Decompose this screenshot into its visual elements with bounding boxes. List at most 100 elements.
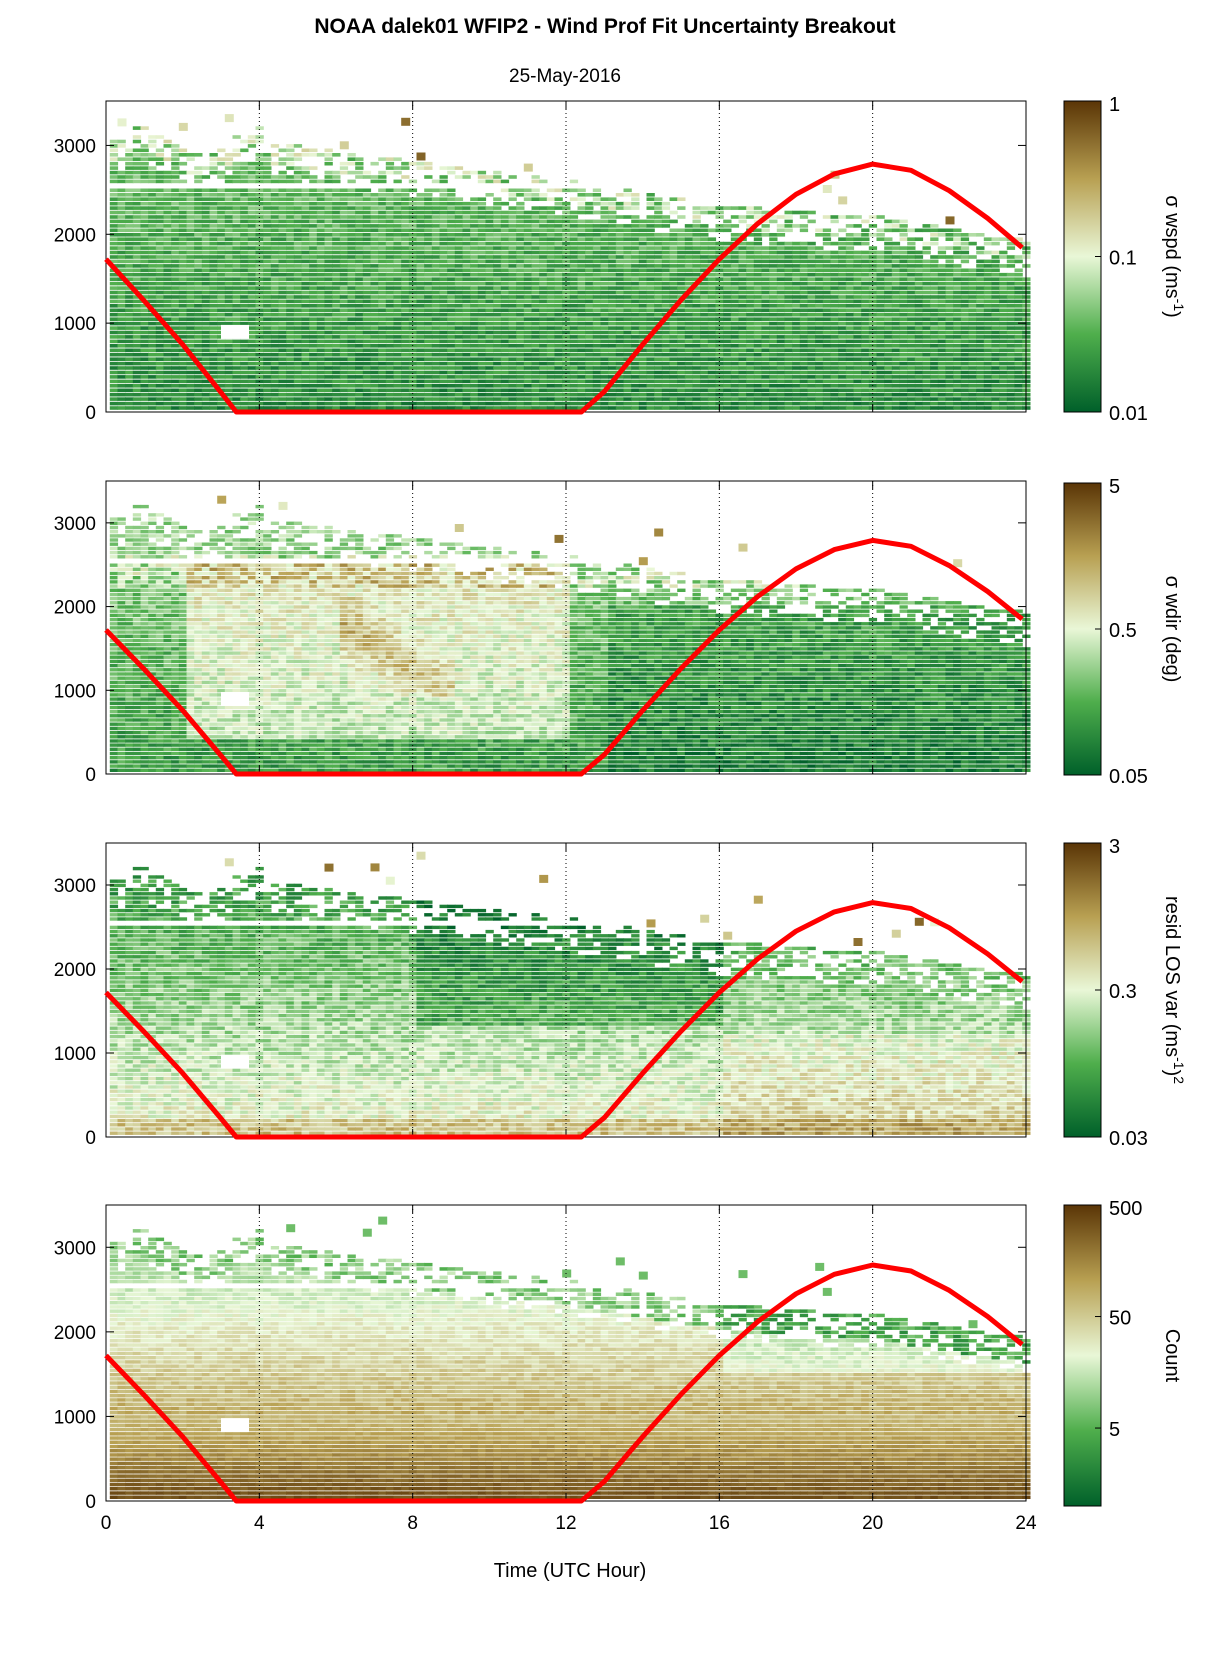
heatmap-cell (532, 380, 540, 384)
heatmap-cell (187, 309, 195, 313)
heatmap-cell (785, 317, 793, 321)
heatmap-cell (309, 233, 317, 237)
heatmap-cell (394, 273, 402, 277)
heatmap-cell (394, 220, 402, 224)
heatmap-cell (217, 233, 225, 237)
heatmap-cell (608, 233, 616, 237)
heatmap-cell (110, 215, 118, 219)
heatmap-cell (455, 406, 463, 410)
heatmap-cell (455, 313, 463, 317)
heatmap-cell (570, 322, 578, 326)
heatmap-cell (739, 322, 747, 326)
heatmap-cell (363, 211, 371, 215)
heatmap-cell (731, 251, 739, 255)
heatmap-cell (639, 242, 647, 246)
heatmap-cell (210, 402, 218, 406)
heatmap-cell (731, 322, 739, 326)
heatmap-cell (217, 277, 225, 281)
heatmap-cell (731, 349, 739, 353)
heatmap-cell (302, 313, 310, 317)
heatmap-cell (294, 260, 302, 264)
heatmap-cell (363, 295, 371, 299)
heatmap-cell (708, 246, 716, 250)
heatmap-cell (164, 264, 172, 268)
heatmap-cell (532, 397, 540, 401)
heatmap-cell (455, 326, 463, 330)
heatmap-cell (486, 193, 494, 197)
heatmap-cell (440, 166, 448, 170)
heatmap-cell (240, 344, 248, 348)
heatmap-cell (662, 371, 670, 375)
heatmap-cell (539, 273, 547, 277)
heatmap-cell (171, 260, 179, 264)
heatmap-cell (440, 340, 448, 344)
heatmap-cell (762, 304, 770, 308)
heatmap-cell (332, 175, 340, 179)
heatmap-cell (647, 193, 655, 197)
heatmap-cell (670, 331, 678, 335)
heatmap-cell (424, 300, 432, 304)
heatmap-cell (194, 229, 202, 233)
heatmap-cell (279, 202, 287, 206)
heatmap-cell (378, 300, 386, 304)
heatmap-cell (647, 277, 655, 281)
heatmap-cell (746, 362, 754, 366)
heatmap-cell (279, 304, 287, 308)
heatmap-cell (754, 393, 762, 397)
heatmap-cell (355, 300, 363, 304)
heatmap-cell (386, 357, 394, 361)
heatmap-cell (432, 362, 440, 366)
heatmap-cell (654, 291, 662, 295)
heatmap-cell (616, 335, 624, 339)
heatmap-cell (662, 215, 670, 219)
heatmap-cell (493, 211, 501, 215)
heatmap-cell (532, 282, 540, 286)
heatmap-cell (424, 162, 432, 166)
heatmap-cell (309, 313, 317, 317)
heatmap-cell (217, 149, 225, 153)
heatmap-cell (685, 357, 693, 361)
heatmap-cell (662, 224, 670, 228)
heatmap-cell (616, 389, 624, 393)
heatmap-cell (210, 260, 218, 264)
heatmap-cell (762, 317, 770, 321)
heatmap-cell (555, 246, 563, 250)
heatmap-cell (501, 384, 509, 388)
heatmap-cell (739, 277, 747, 281)
heatmap-cell (271, 180, 279, 184)
heatmap-cell (187, 402, 195, 406)
heatmap-cell (478, 300, 486, 304)
heatmap-cell (141, 264, 149, 268)
heatmap-cell (493, 362, 501, 366)
heatmap-cell (685, 353, 693, 357)
heatmap-cell (156, 193, 164, 197)
heatmap-cell (800, 229, 808, 233)
heatmap-cell (148, 335, 156, 339)
heatmap-cell (815, 309, 823, 313)
heatmap-cell (164, 344, 172, 348)
heatmap-cell (754, 366, 762, 370)
heatmap-cell (394, 393, 402, 397)
heatmap-cell (187, 171, 195, 175)
heatmap-cell (631, 384, 639, 388)
heatmap-cell (440, 357, 448, 361)
heatmap-cell (547, 260, 555, 264)
heatmap-cell (417, 233, 425, 237)
heatmap-cell (332, 193, 340, 197)
heatmap-cell (248, 140, 256, 144)
heatmap-cell (539, 402, 547, 406)
heatmap-cell (486, 313, 494, 317)
heatmap-cell (179, 389, 187, 393)
heatmap-cell (470, 273, 478, 277)
heatmap-cell (555, 273, 563, 277)
heatmap-cell (478, 362, 486, 366)
heatmap-cell (348, 375, 356, 379)
heatmap-cell (532, 366, 540, 370)
heatmap-cell (578, 202, 586, 206)
heatmap-cell (179, 353, 187, 357)
heatmap-cell (248, 162, 256, 166)
heatmap-cell (371, 304, 379, 308)
heatmap-cell (555, 353, 563, 357)
heatmap-cell (746, 357, 754, 361)
heatmap-cell (501, 246, 509, 250)
